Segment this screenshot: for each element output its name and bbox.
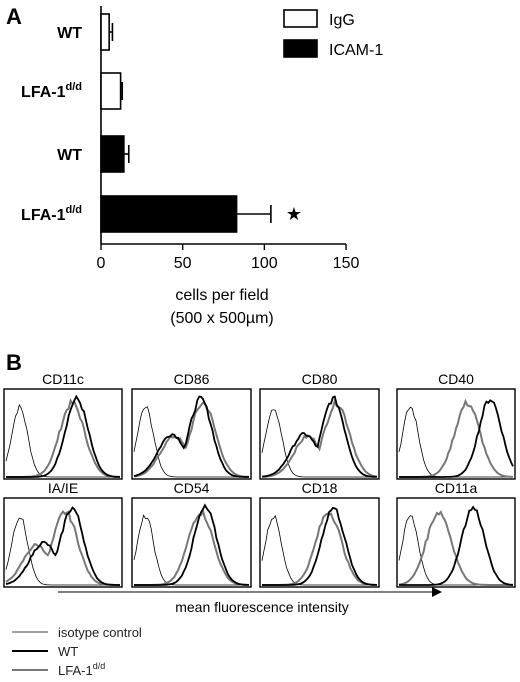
legend-label-superscript: d/d: [93, 661, 106, 671]
isotype-histogram: [5, 517, 120, 586]
marker-title: CD11a: [435, 480, 478, 496]
legend-label: ICAM-1: [329, 42, 383, 59]
lfa-histogram: [261, 397, 378, 478]
bar: [100, 72, 122, 110]
x-tick-label: 150: [333, 255, 360, 272]
isotype-histogram: [133, 514, 249, 586]
marker-title: CD86: [174, 371, 210, 387]
histogram-frame: [3, 388, 123, 480]
x-tick-label: 50: [174, 255, 192, 272]
category-label-text: WT: [57, 25, 82, 42]
histogram-frame: [259, 388, 380, 480]
x-tick-label: 100: [251, 255, 278, 272]
legend-label: LFA-1d/d: [58, 661, 105, 678]
wt-histogram: [134, 503, 249, 586]
histogram-grid-b: CD11c CD86 CD80 CD40 IA/IE CD54 CD18 CD11a mean …: [3, 371, 516, 678]
wt-histogram: [399, 399, 514, 478]
panel-label-b: B: [6, 350, 22, 375]
histogram-frame: [259, 497, 380, 588]
bar: [100, 13, 110, 51]
legend-swatch: [283, 9, 318, 28]
lfa-histogram: [398, 510, 513, 586]
isotype-histogram: [261, 514, 377, 586]
category-label: WT: [57, 147, 82, 164]
histogram-frame: [131, 388, 252, 480]
wt-histogram: [399, 505, 514, 586]
lfa-histogram: [133, 401, 250, 478]
lfa-histogram: [5, 509, 120, 586]
category-label-text: LFA-1: [21, 207, 66, 224]
legend-label: isotype control: [58, 625, 142, 640]
legend-swatch: [283, 39, 318, 58]
histogram-frame: [3, 497, 123, 588]
category-label: LFA-1d/d: [21, 204, 82, 224]
histogram-frame: [396, 388, 516, 480]
category-label: LFA-1d/d: [21, 81, 82, 101]
wt-histogram: [262, 506, 377, 586]
wt-histogram: [133, 395, 249, 478]
legend-label-text: LFA-1: [58, 663, 93, 678]
significance-marker: ★: [286, 204, 302, 224]
category-label: WT: [57, 25, 82, 42]
category-label-text: WT: [57, 147, 82, 164]
legend-label-text: isotype control: [58, 625, 142, 640]
wt-histogram: [5, 506, 120, 586]
x-tick-label: 0: [97, 255, 106, 272]
bar-chart-a: 0 50 100 150 cells per field (500 x 500µm) WT L…: [21, 6, 383, 327]
marker-title: CD11c: [42, 371, 84, 387]
histogram-frame: [131, 497, 252, 588]
legend-label-text: WT: [58, 644, 78, 659]
bar: [100, 135, 125, 173]
category-label-superscript: d/d: [66, 81, 83, 93]
panel-label-a: A: [6, 4, 22, 29]
marker-title: CD54: [174, 480, 210, 496]
mfi-arrow-head: [432, 587, 442, 597]
wt-histogram: [6, 394, 120, 478]
marker-title: CD80: [302, 371, 338, 387]
isotype-histogram: [261, 409, 377, 478]
category-label-text: LFA-1: [21, 84, 66, 101]
bar: [100, 195, 238, 233]
legend-label: IgG: [329, 12, 355, 29]
mfi-label: mean fluorescence intensity: [175, 599, 349, 615]
wt-histogram: [261, 395, 377, 478]
category-label-superscript: d/d: [66, 204, 83, 216]
marker-title: IA/IE: [48, 480, 78, 496]
x-axis-label-line2: (500 x 500µm): [170, 310, 273, 327]
marker-title: CD40: [438, 371, 474, 387]
isotype-histogram: [5, 403, 120, 478]
isotype-histogram: [133, 406, 249, 478]
marker-title: CD18: [302, 480, 338, 496]
legend-label: WT: [58, 644, 78, 659]
x-axis-label: cells per field: [175, 287, 268, 304]
